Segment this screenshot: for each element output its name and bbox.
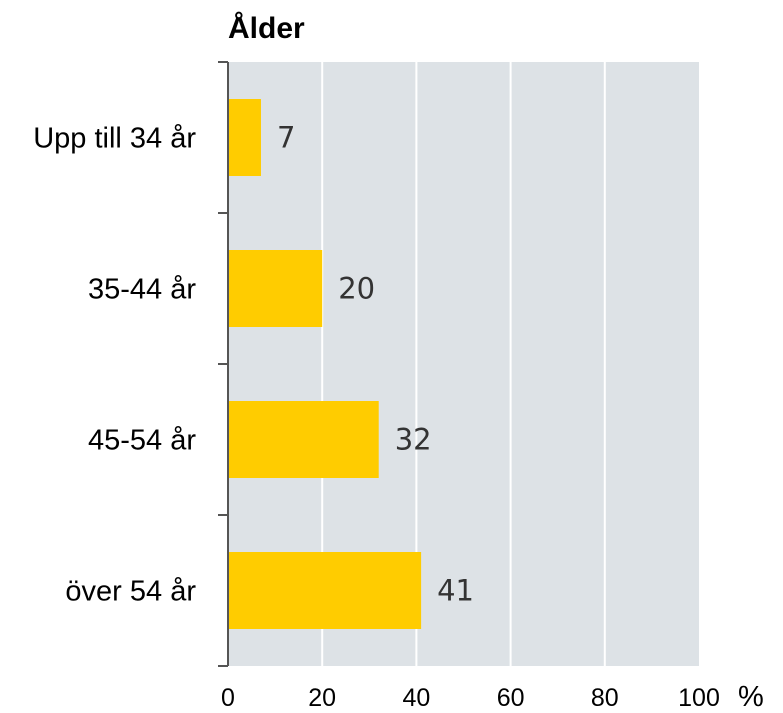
data-label: 20 [338, 272, 375, 306]
x-tick-label: 20 [308, 684, 336, 712]
x-tick-label: 60 [497, 684, 525, 712]
category-label: Upp till 34 år [33, 123, 196, 155]
data-label: 32 [395, 423, 432, 457]
category-axis [218, 61, 229, 667]
data-label: 7 [277, 121, 295, 155]
bar [229, 401, 379, 478]
bars [229, 99, 422, 629]
bar [229, 99, 261, 176]
bar [229, 552, 422, 629]
chart-title: Ålder [228, 12, 305, 45]
bar [229, 250, 323, 327]
x-tick-label: 0 [221, 684, 235, 712]
x-tick-label: 80 [591, 684, 619, 712]
category-labels: Upp till 34 år 35-44 år 45-54 år över 54 år [33, 123, 196, 608]
x-tick-label: 100 [678, 684, 720, 712]
x-tick-labels: 0 20 40 60 80 100 [221, 684, 720, 712]
category-label: över 54 år [65, 576, 196, 608]
unit-label: % [738, 681, 764, 713]
value-labels: 7 20 32 41 [277, 121, 474, 608]
x-tick-label: 40 [402, 684, 430, 712]
category-label: 35-44 år [88, 274, 196, 306]
data-label: 41 [437, 574, 474, 608]
category-label: 45-54 år [88, 425, 196, 457]
